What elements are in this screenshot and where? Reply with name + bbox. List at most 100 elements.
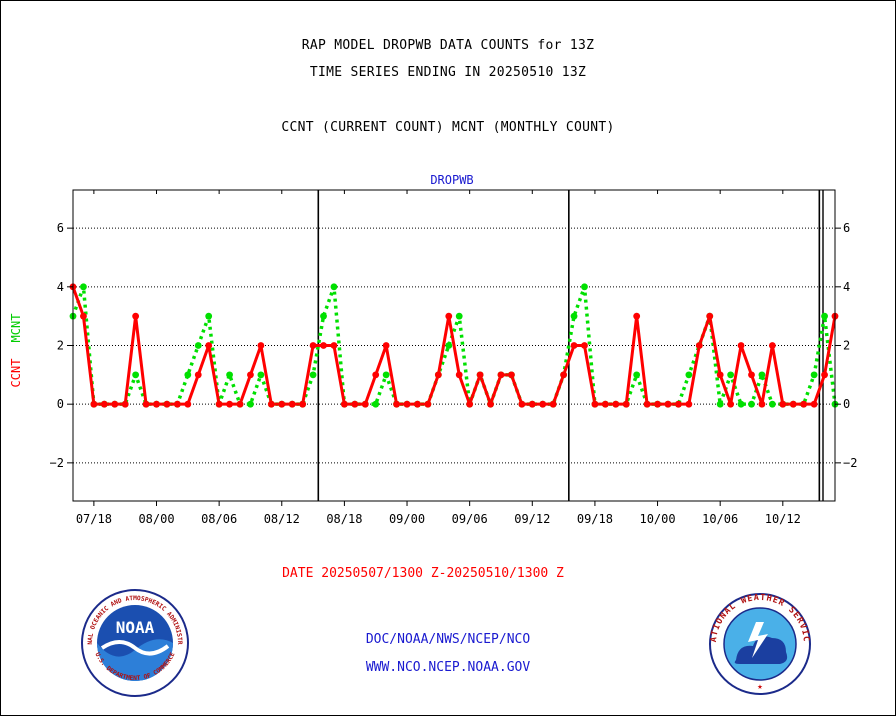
org-path: DOC/NOAA/NWS/NCEP/NCO (365, 632, 531, 647)
point-ccnt (737, 342, 745, 349)
y-tick-label-right: 4 (843, 280, 850, 294)
series-mcnt-line (71, 285, 837, 406)
point-ccnt (226, 400, 233, 408)
point-mcnt (768, 400, 776, 408)
x-tick-label: 08/00 (138, 512, 174, 526)
y-label-mcnt: MCNT (9, 314, 23, 343)
y-tick-label: −2 (50, 456, 64, 470)
point-mcnt (205, 312, 213, 320)
point-ccnt (466, 400, 474, 408)
point-ccnt (121, 400, 129, 408)
y-tick-label: 0 (57, 397, 64, 411)
point-mcnt (727, 371, 735, 379)
point-ccnt (267, 400, 275, 408)
point-ccnt (424, 400, 432, 408)
point-mcnt (810, 371, 818, 379)
point-ccnt (800, 400, 808, 408)
point-ccnt (508, 371, 515, 379)
point-mcnt (382, 371, 390, 379)
point-ccnt (100, 400, 108, 408)
point-mcnt (320, 312, 327, 320)
point-mcnt (257, 371, 265, 379)
point-ccnt (184, 400, 192, 408)
point-mcnt (247, 400, 254, 408)
x-tick-label: 10/00 (639, 512, 675, 526)
x-tick-label: 10/06 (702, 512, 738, 526)
series-ccnt-line (71, 286, 837, 406)
point-mcnt (581, 283, 588, 291)
dropwb-chart: −2 −2 0 0 2 2 4 4 6 6 07/18 08/00 08/06 08/12 08/18 09/… (9, 173, 857, 526)
point-ccnt (476, 371, 484, 379)
date-range: DATE 20250507/1300 Z-20250510/1300 Z (282, 566, 564, 581)
point-ccnt (748, 371, 755, 379)
x-tick-label: 07/18 (76, 512, 112, 526)
y-tick-label-right: 6 (843, 221, 850, 235)
point-mcnt (309, 371, 317, 379)
point-mcnt (748, 400, 755, 408)
point-ccnt (455, 371, 463, 379)
x-tick-label: 09/18 (577, 512, 613, 526)
point-mcnt (132, 371, 140, 379)
point-ccnt (320, 342, 327, 349)
point-ccnt (111, 400, 119, 408)
star-icon: ★ (757, 682, 763, 692)
point-ccnt (768, 342, 776, 349)
y-tick-label: 2 (57, 339, 64, 353)
point-mcnt (570, 312, 578, 320)
y-label-ccnt: CCNT (9, 359, 23, 388)
point-ccnt (497, 371, 505, 379)
plot-area (72, 189, 836, 502)
x-tick-label: 08/06 (201, 512, 237, 526)
point-ccnt (581, 342, 588, 349)
point-ccnt (236, 400, 244, 408)
point-ccnt (539, 400, 547, 408)
point-ccnt (257, 342, 265, 349)
chart-title-line3: CCNT (CURRENT COUNT) MCNT (MONTHLY COUNT… (281, 120, 615, 135)
point-ccnt (215, 400, 223, 408)
point-ccnt (142, 400, 150, 408)
point-ccnt (654, 400, 661, 408)
point-mcnt (226, 371, 233, 379)
point-ccnt (779, 400, 787, 408)
y-tick-label: 4 (57, 280, 64, 294)
x-tick-label: 08/12 (264, 512, 300, 526)
nws-logo: NATIONAL WEATHER SERVICE ★ (708, 592, 811, 695)
point-mcnt (455, 312, 463, 320)
point-ccnt (810, 400, 818, 408)
point-mcnt (372, 400, 380, 408)
point-ccnt (351, 400, 359, 408)
point-ccnt (205, 342, 213, 349)
point-mcnt (716, 400, 724, 408)
point-mcnt (330, 283, 338, 291)
point-ccnt (706, 312, 714, 320)
point-ccnt (675, 400, 682, 408)
point-ccnt (153, 400, 160, 408)
noaa-logo-text: NOAA (116, 618, 155, 637)
noaa-logo: NOAA NATIONAL OCEANIC AND ATMOSPHERIC AD… (80, 588, 189, 697)
point-ccnt (434, 371, 442, 379)
point-ccnt (685, 400, 693, 408)
point-ccnt (80, 312, 87, 320)
point-ccnt (382, 342, 390, 349)
y-tick-label-right: 2 (843, 339, 850, 353)
point-ccnt (758, 400, 766, 408)
panel-title: DROPWB (430, 173, 473, 187)
point-ccnt (372, 371, 380, 379)
point-mcnt (685, 371, 693, 379)
point-mcnt (737, 400, 745, 408)
point-ccnt (591, 400, 599, 408)
x-tick-label: 10/12 (765, 512, 801, 526)
point-ccnt (90, 400, 98, 408)
point-mcnt (184, 371, 192, 379)
point-ccnt (633, 312, 641, 320)
point-ccnt (194, 371, 202, 379)
point-ccnt (403, 400, 411, 408)
point-ccnt (612, 400, 620, 408)
point-ccnt (340, 400, 348, 408)
point-ccnt (309, 342, 317, 349)
point-ccnt (601, 400, 609, 408)
point-ccnt (445, 312, 453, 320)
website-link[interactable]: WWW.NCO.NCEP.NOAA.GOV (365, 660, 531, 675)
point-ccnt (173, 400, 181, 408)
point-mcnt (758, 371, 766, 379)
